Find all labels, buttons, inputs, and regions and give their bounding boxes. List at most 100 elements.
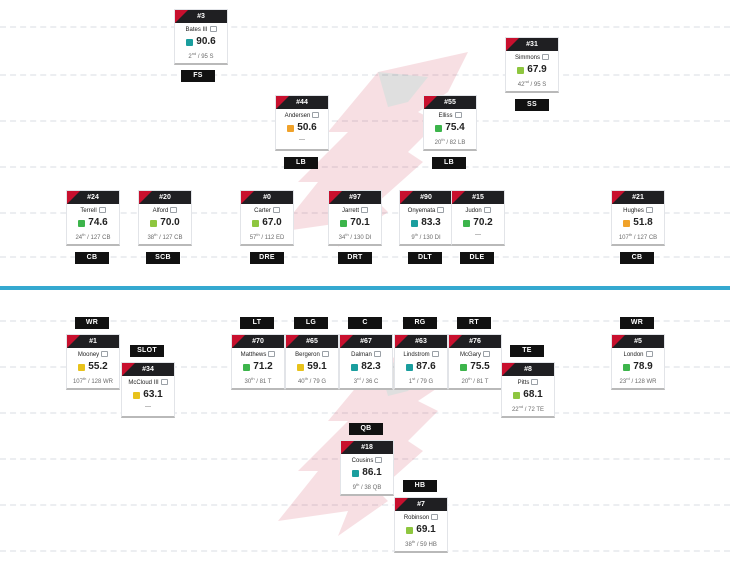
player-name[interactable]: Hughes <box>623 208 644 214</box>
player-name[interactable]: Carter <box>254 208 271 214</box>
player-name[interactable]: Matthews <box>240 352 267 358</box>
player-card-scb[interactable]: #20 Alford 70.0 38th / 127 CB <box>138 190 192 246</box>
message-icon[interactable] <box>454 112 462 119</box>
message-icon[interactable] <box>483 351 490 358</box>
player-name[interactable]: McGary <box>460 352 481 358</box>
rank-suffix: th <box>82 376 87 381</box>
player-card-c[interactable]: #67 Dalman 82.3 3rd / 36 C <box>339 334 393 390</box>
rank-total: / 38 QB <box>359 485 382 491</box>
player-card-qb[interactable]: #18 Cousins 86.1 9th / 38 QB <box>340 440 394 496</box>
player-card-rt[interactable]: #76 McGary 75.5 20th / 81 T <box>448 334 502 390</box>
message-icon[interactable] <box>321 351 329 358</box>
player-card-te[interactable]: #8 Pitts 68.1 22nd / 72 TE <box>501 362 555 418</box>
grade-color-indicator <box>150 219 158 227</box>
rank-number: 23 <box>619 379 627 385</box>
player-card-lb2[interactable]: #55 Elliss 75.4 20th / 82 LB <box>423 95 477 151</box>
message-icon[interactable] <box>431 351 439 358</box>
position-rank: 23rd / 128 WR <box>612 375 664 386</box>
player-name[interactable]: Robinson <box>403 515 430 521</box>
grade-row: 55.2 <box>67 361 119 373</box>
position-label-qb: QB <box>349 423 383 435</box>
message-icon[interactable] <box>272 207 280 214</box>
player-name[interactable]: Alford <box>152 208 169 214</box>
player-name[interactable]: Judon <box>465 208 482 214</box>
player-card-cb2[interactable]: #21 Hughes 51.8 107th / 127 CB <box>611 190 665 246</box>
player-card-ss[interactable]: #31 Simmons 67.9 42nd / 95 S <box>505 37 559 93</box>
rank-total: / 112 ED <box>259 235 285 241</box>
message-icon[interactable] <box>170 207 178 214</box>
player-card-dle[interactable]: #15 Judon 70.2 — <box>451 190 505 246</box>
message-icon[interactable] <box>361 207 368 214</box>
message-icon[interactable] <box>483 207 491 214</box>
player-name[interactable]: Dalman <box>351 352 372 358</box>
player-card-rg[interactable]: #63 Lindstrom 87.6 1st / 79 G <box>394 334 448 390</box>
player-card-dre[interactable]: #0 Carter 67.0 57th / 112 ED <box>240 190 294 246</box>
yard-line <box>0 412 730 414</box>
player-name[interactable]: Terrell <box>80 208 97 214</box>
message-icon[interactable] <box>375 457 383 464</box>
player-name[interactable]: Andersen <box>284 113 311 119</box>
message-icon[interactable] <box>209 26 217 33</box>
message-icon[interactable] <box>542 54 549 61</box>
rank-suffix: th <box>251 376 255 381</box>
position-label-cb2: CB <box>620 252 654 264</box>
player-name[interactable]: McCloud III <box>128 380 159 386</box>
player-name[interactable]: Bates III <box>185 27 208 33</box>
grade-color-indicator <box>186 38 194 46</box>
player-card-dlt[interactable]: #90 Onyemata 83.3 9th / 130 DI <box>399 190 453 246</box>
player-card-cb1[interactable]: #24 Terrell 74.6 24th / 127 CB <box>66 190 120 246</box>
player-name-row: Andersen <box>276 112 328 120</box>
player-card-lb1[interactable]: #44 Andersen 50.6 — <box>275 95 329 151</box>
player-name[interactable]: Simmons <box>514 55 540 61</box>
player-card-slot[interactable]: #34 McCloud III 63.1 — <box>121 362 175 418</box>
position-label-lt: LT <box>240 317 274 329</box>
player-card-lt[interactable]: #70 Matthews 71.2 30th / 81 T <box>231 334 285 390</box>
player-name[interactable]: Elliss <box>438 113 453 119</box>
rank-total: / 128 WR <box>629 379 657 385</box>
player-card-hb[interactable]: #7 Robinson 69.1 38th / 59 HB <box>394 497 448 553</box>
position-rank: 9th / 130 DI <box>400 231 452 242</box>
rank-suffix: th <box>414 232 418 237</box>
position-label-lb1: LB <box>284 157 318 169</box>
yard-line <box>0 504 730 506</box>
player-name[interactable]: Pitts <box>517 380 530 386</box>
message-icon[interactable] <box>431 514 439 521</box>
player-name[interactable]: London <box>623 352 644 358</box>
player-name[interactable]: Cousins <box>351 458 374 464</box>
jersey-number: #65 <box>286 335 338 348</box>
player-grade: 67.0 <box>262 217 282 228</box>
grade-color-indicator <box>460 363 468 371</box>
message-icon[interactable] <box>373 351 381 358</box>
player-grade: 75.4 <box>445 122 465 133</box>
yard-line <box>0 74 730 76</box>
message-icon[interactable] <box>437 207 445 214</box>
player-name[interactable]: Onyemata <box>407 208 436 214</box>
player-grade: 70.2 <box>473 217 493 228</box>
grade-row: 68.1 <box>502 389 554 401</box>
position-rank: — <box>276 136 328 144</box>
message-icon[interactable] <box>101 351 109 358</box>
player-card-wr1[interactable]: #1 Mooney 55.2 107th / 128 WR <box>66 334 120 390</box>
player-name[interactable]: Jarrett <box>341 208 359 214</box>
jersey-number: #1 <box>67 335 119 348</box>
jersey-number: #5 <box>612 335 664 348</box>
player-name[interactable]: Mooney <box>77 352 100 358</box>
player-name-row: Alford <box>139 207 191 215</box>
position-label-fs: FS <box>181 70 215 82</box>
message-icon[interactable] <box>268 351 276 358</box>
player-card-drt[interactable]: #97 Jarrett 70.1 34th / 130 DI <box>328 190 382 246</box>
player-name[interactable]: Bergeron <box>295 352 320 358</box>
message-icon[interactable] <box>531 379 539 386</box>
player-card-lg[interactable]: #65 Bergeron 59.1 40th / 79 G <box>285 334 339 390</box>
player-name[interactable]: Lindstrom <box>403 352 430 358</box>
rank-number: 20 <box>434 140 442 146</box>
message-icon[interactable] <box>160 379 168 386</box>
message-icon[interactable] <box>312 112 320 119</box>
message-icon[interactable] <box>98 207 106 214</box>
player-card-wr2[interactable]: #5 London 78.9 23rd / 128 WR <box>611 334 665 390</box>
player-grade: 69.1 <box>416 524 436 535</box>
message-icon[interactable] <box>645 351 653 358</box>
rank-suffix: th <box>441 137 445 142</box>
message-icon[interactable] <box>645 207 653 214</box>
player-card-fs[interactable]: #3 Bates III 90.6 2nd / 95 S <box>174 9 228 65</box>
